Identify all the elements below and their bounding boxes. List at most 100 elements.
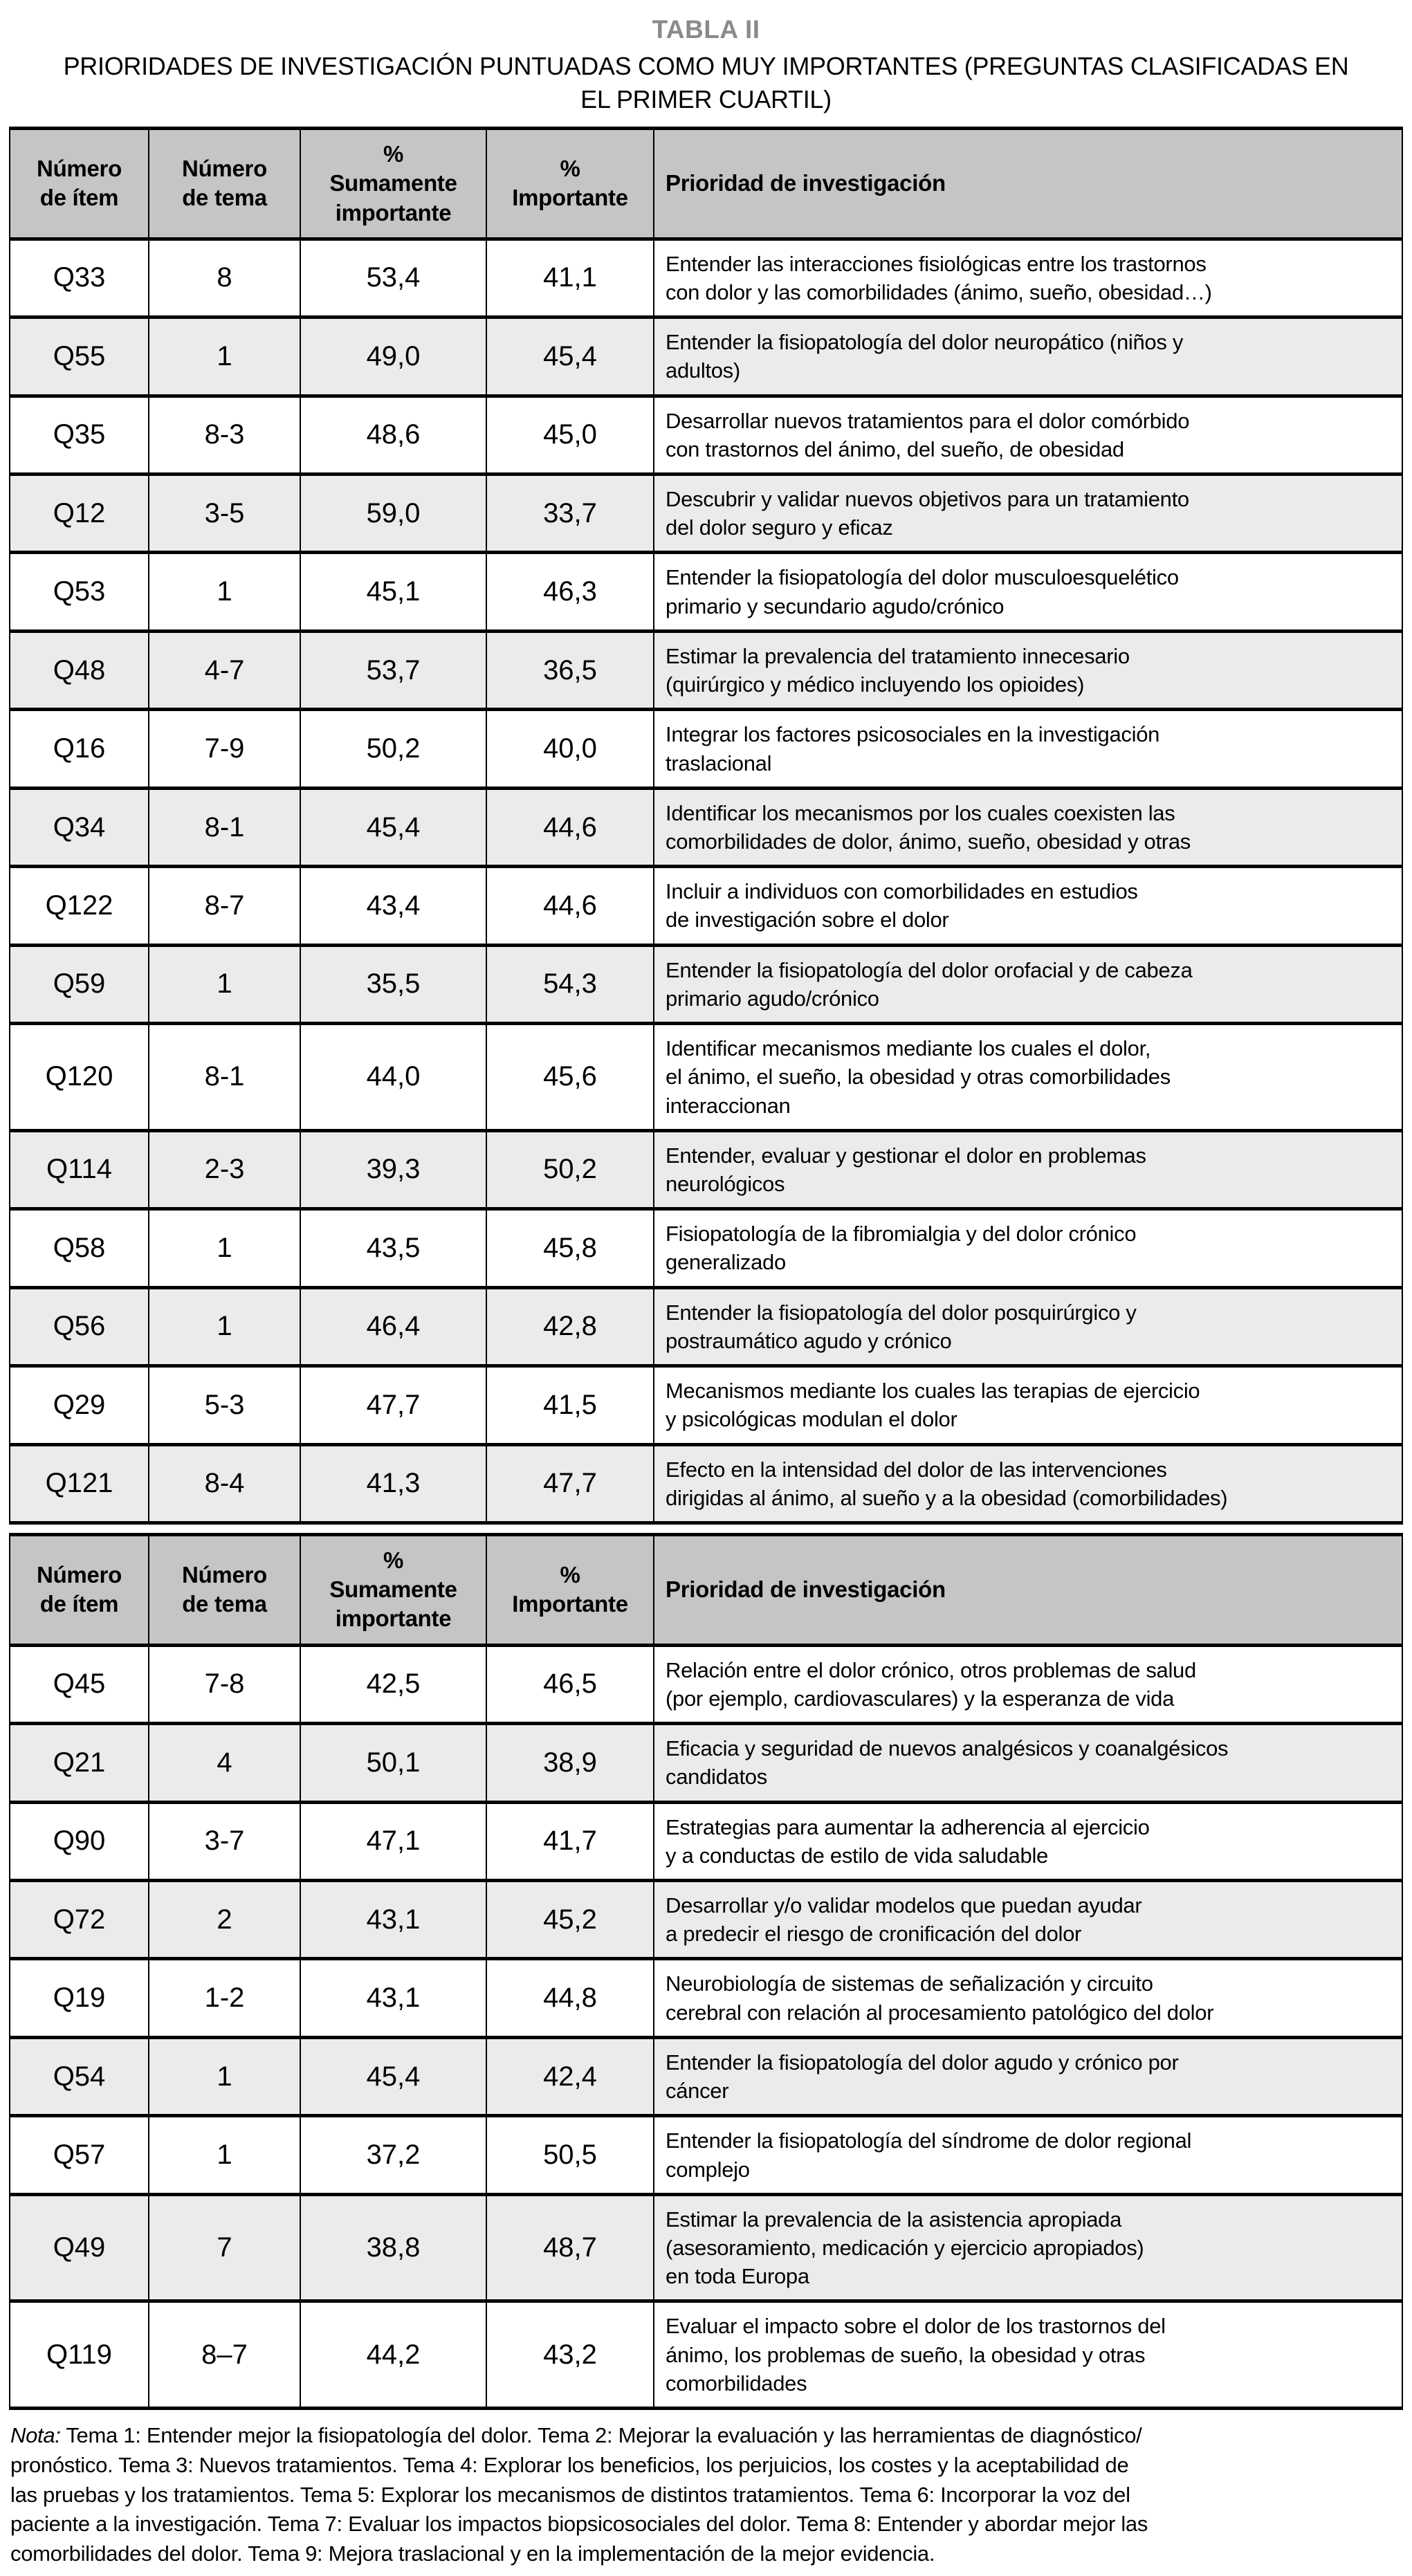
cell-muy: 49,0 — [300, 315, 487, 398]
column-header-prioridad: Prioridad de investigación — [653, 1532, 1403, 1647]
cell-tema: 1-2 — [148, 1957, 301, 2039]
cell-muy: 45,1 — [300, 551, 487, 633]
cell-imp: 36,5 — [486, 629, 654, 712]
cell-tema: 1 — [148, 2114, 301, 2196]
table-row: Q119 8–7 44,2 43,2 Evaluar el impacto sobre … — [9, 2299, 1403, 2411]
cell-prioridad: Entender la fisiopatología del dolor mus… — [653, 551, 1403, 633]
column-header-item: Número de ítem — [9, 1532, 149, 1647]
cell-prioridad: Descubrir y validar nuevos objetivos par… — [653, 472, 1403, 555]
cell-tema: 8-7 — [148, 865, 301, 947]
cell-tema: 7-9 — [148, 708, 301, 790]
cell-item: Q49 — [9, 2192, 149, 2303]
table-row: Q59 1 35,5 54,3 Entender la fisiopatología d… — [9, 943, 1403, 1026]
cell-prioridad: Entender las interacciones fisiológicas … — [653, 237, 1403, 320]
cell-item: Q33 — [9, 237, 149, 320]
table-row: Q57 1 37,2 50,5 Entender la fisiopatología d… — [9, 2114, 1403, 2196]
cell-tema: 1 — [148, 1207, 301, 1289]
cell-muy: 37,2 — [300, 2114, 487, 2196]
cell-prioridad: Estimar la prevalencia del tratamiento i… — [653, 629, 1403, 712]
cell-item: Q54 — [9, 2035, 149, 2118]
cell-item: Q59 — [9, 943, 149, 1026]
cell-item: Q19 — [9, 1957, 149, 2039]
column-header-muy: % Sumamente importante — [300, 1532, 487, 1647]
cell-imp: 50,5 — [486, 2114, 654, 2196]
cell-muy: 48,6 — [300, 394, 487, 477]
table-row: Q58 1 43,5 45,8 Fisiopatología de la fibromi… — [9, 1207, 1403, 1289]
table-row: Q21 4 50,1 38,9 Eficacia y seguridad de nuev… — [9, 1722, 1403, 1804]
cell-tema: 2-3 — [148, 1128, 301, 1211]
cell-prioridad: Entender la fisiopatología del dolor pos… — [653, 1285, 1403, 1368]
cell-prioridad: Entender la fisiopatología del dolor neu… — [653, 315, 1403, 398]
table-row: Q49 7 38,8 48,7 Estimar la prevalencia de la… — [9, 2192, 1403, 2303]
cell-tema: 1 — [148, 943, 301, 1026]
cell-tema: 8–7 — [148, 2299, 301, 2411]
cell-imp: 44,6 — [486, 865, 654, 947]
cell-prioridad: Estrategias para aumentar la adherencia … — [653, 1800, 1403, 1882]
cell-imp: 45,4 — [486, 315, 654, 398]
table-row: Q45 7-8 42,5 46,5 Relación entre el dolor cr… — [9, 1643, 1403, 1726]
cell-imp: 41,1 — [486, 237, 654, 320]
table-row: Q33 8 53,4 41,1 Entender las interacciones f… — [9, 237, 1403, 320]
cell-imp: 33,7 — [486, 472, 654, 555]
cell-imp: 42,8 — [486, 1285, 654, 1368]
cell-tema: 2 — [148, 1878, 301, 1961]
table-row: Q53 1 45,1 46,3 Entender la fisiopatología d… — [9, 551, 1403, 633]
cell-imp: 48,7 — [486, 2192, 654, 2303]
cell-prioridad: Entender, evaluar y gestionar el dolor e… — [653, 1128, 1403, 1211]
cell-item: Q72 — [9, 1878, 149, 1961]
cell-tema: 1 — [148, 1285, 301, 1368]
table-row: Q12 3-5 59,0 33,7 Descubrir y validar nuevos… — [9, 472, 1403, 555]
cell-item: Q45 — [9, 1643, 149, 1726]
table-row: Q54 1 45,4 42,4 Entender la fisiopatología d… — [9, 2035, 1403, 2118]
cell-imp: 45,0 — [486, 394, 654, 477]
table-header: Número de ítem Número de tema% Sumamente … — [9, 127, 1403, 241]
cell-imp: 41,7 — [486, 1800, 654, 1882]
cell-item: Q16 — [9, 708, 149, 790]
column-header-muy: % Sumamente importante — [300, 127, 487, 241]
cell-prioridad: Incluir a individuos con comorbilidades … — [653, 865, 1403, 947]
cell-muy: 45,4 — [300, 2035, 487, 2118]
cell-imp: 41,5 — [486, 1364, 654, 1446]
table-row: Q29 5-3 47,7 41,5 Mecanismos mediante los cu… — [9, 1364, 1403, 1446]
priorities-table-part-2: Número de ítem Número de tema% Sumamente … — [9, 1532, 1403, 2411]
cell-imp: 43,2 — [486, 2299, 654, 2411]
cell-imp: 42,4 — [486, 2035, 654, 2118]
cell-imp: 47,7 — [486, 1442, 654, 1525]
column-header-imp: % Importante — [486, 1532, 654, 1647]
cell-tema: 4-7 — [148, 629, 301, 712]
cell-muy: 44,0 — [300, 1022, 487, 1132]
cell-imp: 45,6 — [486, 1022, 654, 1132]
cell-muy: 43,1 — [300, 1878, 487, 1961]
table-row: Q19 1-2 43,1 44,8 Neurobiología de sistemas … — [9, 1957, 1403, 2039]
cell-imp: 44,8 — [486, 1957, 654, 2039]
table-row: Q56 1 46,4 42,8 Entender la fisiopatología d… — [9, 1285, 1403, 1368]
table-row: Q55 1 49,0 45,4 Entender la fisiopatología d… — [9, 315, 1403, 398]
cell-muy: 45,4 — [300, 786, 487, 869]
cell-prioridad: Desarrollar nuevos tratamientos para el … — [653, 394, 1403, 477]
cell-tema: 1 — [148, 551, 301, 633]
table-header: Número de ítem Número de tema% Sumamente … — [9, 1532, 1403, 1647]
cell-item: Q119 — [9, 2299, 149, 2411]
cell-prioridad: Desarrollar y/o validar modelos que pued… — [653, 1878, 1403, 1961]
cell-tema: 1 — [148, 2035, 301, 2118]
cell-tema: 8-1 — [148, 786, 301, 869]
table-row: Q90 3-7 47,1 41,7 Estrategias para aumentar … — [9, 1800, 1403, 1882]
cell-prioridad: Entender la fisiopatología del síndrome … — [653, 2114, 1403, 2196]
cell-imp: 50,2 — [486, 1128, 654, 1211]
cell-imp: 46,3 — [486, 551, 654, 633]
cell-muy: 42,5 — [300, 1643, 487, 1726]
table-row: Q122 8-7 43,4 44,6 Incluir a individuos con … — [9, 865, 1403, 947]
cell-item: Q122 — [9, 865, 149, 947]
cell-prioridad: Relación entre el dolor crónico, otros p… — [653, 1643, 1403, 1726]
cell-tema: 7-8 — [148, 1643, 301, 1726]
cell-muy: 38,8 — [300, 2192, 487, 2303]
cell-prioridad: Efecto en la intensidad del dolor de las… — [653, 1442, 1403, 1525]
cell-item: Q56 — [9, 1285, 149, 1368]
cell-muy: 35,5 — [300, 943, 487, 1026]
cell-muy: 47,1 — [300, 1800, 487, 1882]
cell-muy: 59,0 — [300, 472, 487, 555]
table-header-row: Número de ítem Número de tema% Sumamente … — [9, 1532, 1403, 1647]
cell-prioridad: Neurobiología de sistemas de señalizació… — [653, 1957, 1403, 2039]
cell-muy: 44,2 — [300, 2299, 487, 2411]
